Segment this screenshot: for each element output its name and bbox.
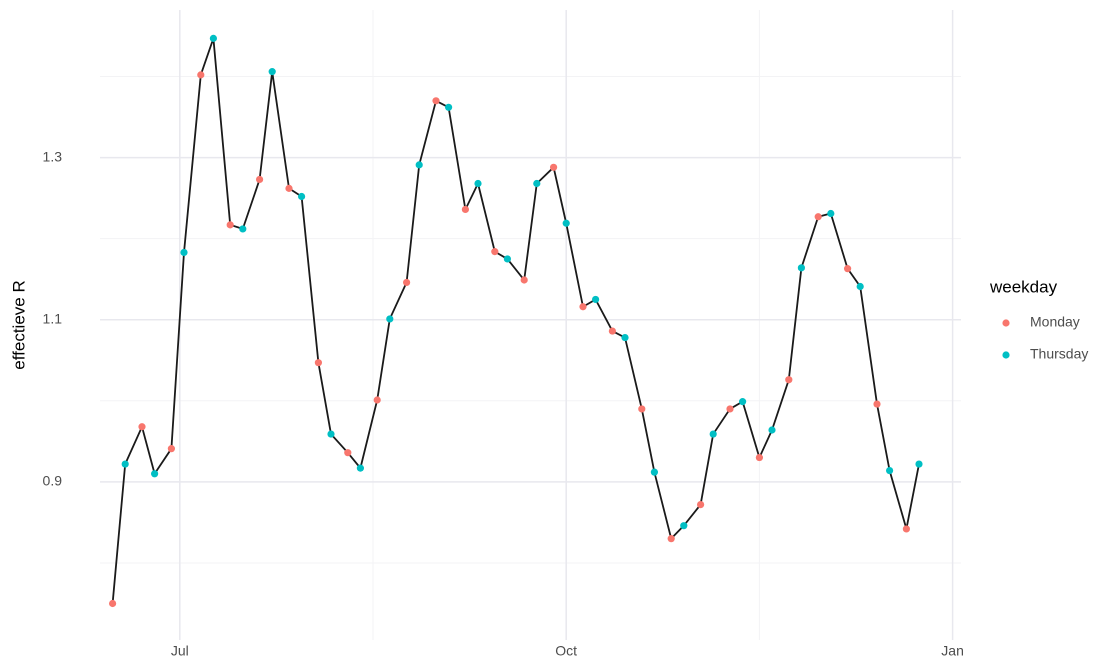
point bbox=[285, 184, 293, 192]
point bbox=[298, 192, 306, 201]
point bbox=[121, 460, 129, 468]
y-axis-label: effectieve R bbox=[9, 280, 28, 369]
point bbox=[856, 282, 864, 291]
point bbox=[226, 221, 234, 229]
point bbox=[138, 423, 146, 431]
point bbox=[562, 219, 570, 227]
point bbox=[768, 426, 776, 434]
legend-title: weekday bbox=[989, 277, 1058, 296]
point bbox=[239, 225, 247, 233]
point bbox=[373, 396, 381, 404]
point bbox=[533, 179, 541, 188]
point bbox=[785, 376, 793, 384]
point bbox=[650, 468, 659, 476]
point bbox=[197, 71, 205, 79]
point bbox=[386, 315, 394, 323]
point bbox=[814, 213, 822, 221]
point bbox=[344, 449, 352, 457]
point bbox=[415, 161, 423, 169]
point bbox=[886, 466, 894, 475]
point bbox=[755, 453, 764, 462]
point bbox=[638, 405, 646, 413]
point bbox=[314, 359, 322, 367]
point bbox=[797, 264, 806, 272]
point bbox=[827, 209, 835, 218]
point bbox=[461, 205, 469, 214]
point bbox=[520, 276, 528, 284]
point bbox=[844, 265, 852, 273]
point bbox=[915, 460, 923, 468]
point bbox=[432, 97, 440, 105]
point bbox=[667, 535, 675, 543]
point bbox=[579, 303, 587, 311]
point bbox=[550, 163, 558, 171]
legend-label: Thursday bbox=[1030, 346, 1088, 362]
point bbox=[356, 464, 364, 472]
point bbox=[739, 398, 747, 406]
point bbox=[167, 445, 175, 453]
point bbox=[403, 278, 411, 287]
point bbox=[873, 400, 881, 408]
y-tick-label: 1.3 bbox=[43, 148, 63, 164]
x-tick-label: Oct bbox=[555, 643, 577, 659]
point bbox=[256, 175, 264, 184]
point bbox=[697, 500, 705, 509]
point bbox=[902, 525, 911, 533]
line bbox=[111, 38, 920, 604]
point bbox=[151, 470, 159, 478]
point bbox=[209, 34, 217, 42]
point bbox=[109, 599, 117, 608]
point bbox=[491, 248, 499, 256]
point bbox=[608, 327, 617, 335]
legend-marker bbox=[1002, 319, 1010, 327]
point bbox=[268, 68, 276, 76]
legend-marker bbox=[1002, 351, 1010, 359]
point bbox=[180, 248, 188, 257]
point bbox=[445, 103, 453, 111]
point bbox=[327, 430, 335, 438]
point bbox=[621, 333, 629, 342]
x-tick-label: Jan bbox=[941, 643, 964, 659]
point bbox=[680, 522, 688, 530]
x-tick-label: Jul bbox=[171, 643, 189, 659]
legend-label: Monday bbox=[1030, 314, 1080, 330]
y-tick-label: 0.9 bbox=[43, 473, 63, 489]
point bbox=[474, 179, 482, 188]
point bbox=[503, 255, 511, 263]
y-tick-label: 1.1 bbox=[43, 310, 63, 326]
point bbox=[709, 430, 717, 438]
point bbox=[726, 405, 734, 413]
point bbox=[592, 295, 600, 304]
